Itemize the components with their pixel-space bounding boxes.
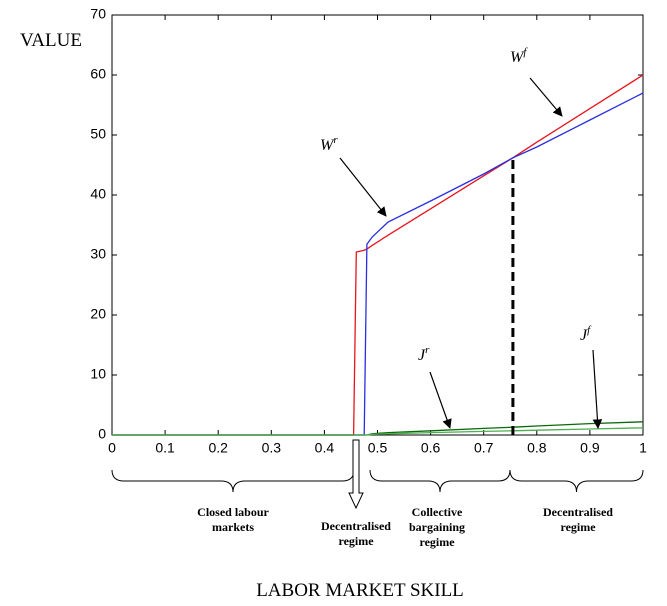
regime-brace [369, 469, 511, 493]
regime-label: regime [419, 535, 455, 549]
annotation-base: W [510, 49, 525, 66]
plot-frame [111, 14, 644, 436]
y-tick-label: 20 [90, 306, 106, 322]
x-tick-label: 0.2 [208, 440, 228, 456]
x-tick-label: 0.9 [580, 440, 600, 456]
regime-label: bargaining [409, 520, 465, 534]
annotation-base: J [418, 347, 426, 364]
annotation-sup: r [425, 344, 430, 356]
regime-brace [111, 469, 355, 493]
series-line [112, 74, 644, 436]
x-tick-label: 0.1 [155, 440, 175, 456]
regime-label: Decentralised [543, 505, 613, 519]
annotation-sup: r [333, 134, 338, 146]
annotation-arrow [592, 349, 603, 429]
regime-label: Closed labour [197, 505, 269, 519]
y-tick-label: 60 [90, 66, 106, 82]
series-line [112, 427, 644, 436]
regime-label: Collective [412, 505, 463, 519]
regime-arrow [348, 439, 364, 510]
y-tick-label: 40 [90, 186, 106, 202]
annotation-arrow [529, 77, 563, 117]
regime-brace [509, 469, 644, 493]
x-tick-label: 0 [108, 440, 116, 456]
regime-label: markets [212, 520, 254, 534]
annotation-label: Jf [580, 324, 592, 344]
annotation-label: Wf [510, 46, 528, 66]
x-tick-label: 0.6 [421, 440, 441, 456]
annotation-arrow [429, 371, 452, 429]
y-tick-label: 30 [90, 246, 106, 262]
x-tick-label: 0.8 [527, 440, 547, 456]
y-tick-label: 10 [90, 366, 106, 382]
regime-label: regime [338, 534, 374, 548]
x-tick-label: 0.7 [474, 440, 494, 456]
annotation-base: J [580, 327, 588, 344]
annotation-base: W [320, 137, 335, 154]
y-tick-label: 70 [90, 6, 106, 22]
y-tick-label: 0 [98, 426, 106, 442]
x-tick-label: 0.3 [262, 440, 282, 456]
x-tick-label: 0.4 [315, 440, 335, 456]
annotation-sup: f [587, 324, 592, 336]
x-tick-label: 1 [639, 440, 647, 456]
x-tick-label: 0.5 [368, 440, 388, 456]
x-axis-label: LABOR MARKET SKILL [256, 580, 464, 601]
annotation-label: Wr [320, 134, 338, 154]
y-tick-label: 50 [90, 126, 106, 142]
annotation-label: Jr [418, 344, 430, 364]
annotation-sup: f [523, 46, 528, 58]
regime-label: Decentralised [321, 519, 391, 533]
y-axis-label: VALUE [20, 30, 82, 51]
annotation-arrow [339, 157, 387, 217]
regime-label: regime [560, 520, 596, 534]
